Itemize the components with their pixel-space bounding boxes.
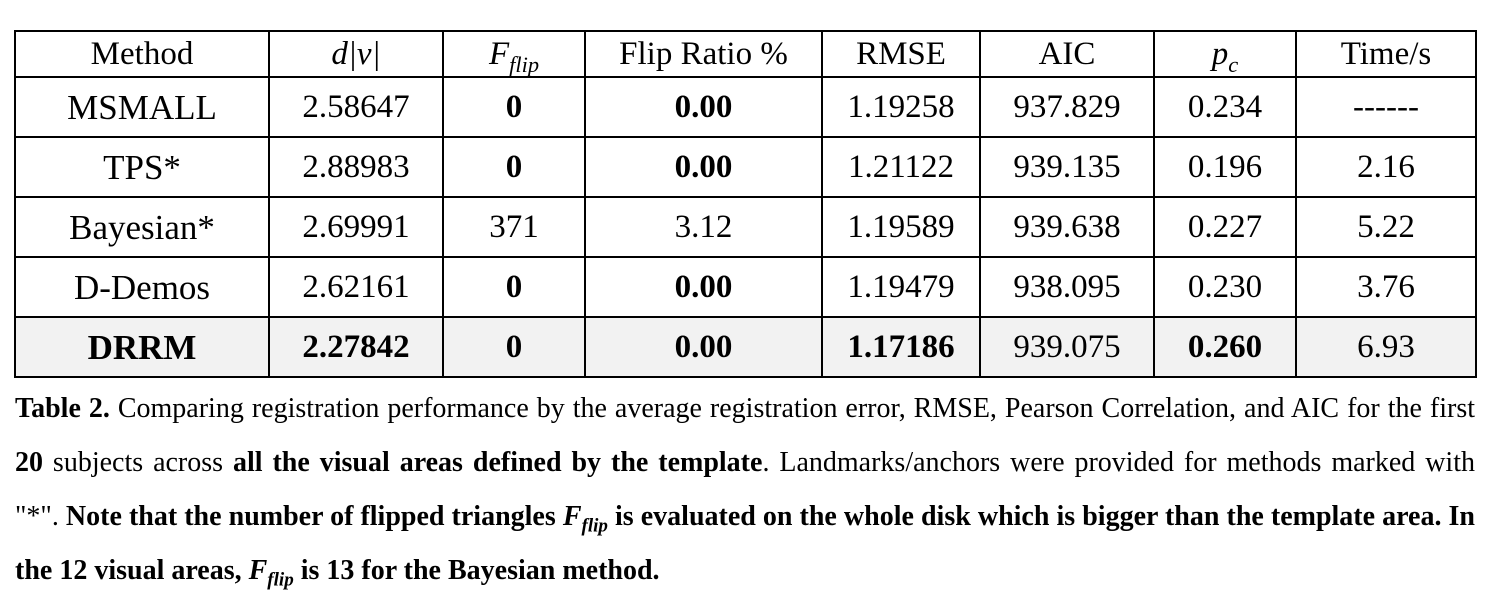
caption-text-2: subjects across	[43, 447, 233, 478]
method-cell: TPS*	[14, 136, 270, 198]
value-cell: 0.260	[1153, 316, 1297, 378]
column-header-3: Flip Ratio %	[584, 30, 823, 78]
value-cell: 2.69991	[268, 196, 444, 258]
column-header-5: AIC	[979, 30, 1155, 78]
table-row: DRRM 2.27842 0 0.00 1.17186 939.075 0.260 6.93	[14, 316, 1477, 378]
header-math-sub: flip	[509, 51, 540, 77]
method-cell: MSMALL	[14, 76, 270, 138]
column-header-4: RMSE	[821, 30, 981, 78]
caption-fflip-1: Fflip	[562, 501, 608, 536]
header-math-base: p	[1211, 35, 1229, 72]
value-cell: 1.21122	[821, 136, 981, 198]
value-cell: 0.00	[584, 316, 823, 378]
value-cell: 1.17186	[821, 316, 981, 378]
header-math-base: F	[488, 35, 510, 72]
value-cell: 0	[442, 76, 586, 138]
value-cell: 2.58647	[268, 76, 444, 138]
value-cell: 0.230	[1153, 256, 1297, 318]
value-cell: 937.829	[979, 76, 1155, 138]
value-cell: 939.638	[979, 196, 1155, 258]
value-cell: 0.196	[1153, 136, 1297, 198]
value-cell: 1.19479	[821, 256, 981, 318]
caption-text-3: . Landmarks/anchors were provided for me…	[15, 447, 1475, 532]
column-header-7: Time/s	[1295, 30, 1477, 78]
value-cell: 0.00	[584, 256, 823, 318]
caption-label: Table 2.	[15, 393, 110, 424]
value-cell: 2.27842	[268, 316, 444, 378]
fflip-1-sub: flip	[581, 515, 608, 537]
value-cell: 0.234	[1153, 76, 1297, 138]
caption-text-1: Comparing registration performance by th…	[109, 393, 1476, 424]
value-cell: 2.62161	[268, 256, 444, 318]
value-cell: 6.93	[1295, 316, 1477, 378]
value-cell: ------	[1295, 76, 1477, 138]
header-label: RMSE	[856, 35, 946, 72]
value-cell: 3.76	[1295, 256, 1477, 318]
method-cell: D-Demos	[14, 256, 270, 318]
caption-bold-4: is evaluated on the whole disk which is …	[15, 501, 1475, 586]
results-table: Method d|v| Fflip Flip Ratio % RMSE AIC pc Time…	[14, 30, 1477, 378]
value-cell: 2.16	[1295, 136, 1477, 198]
table-row: Bayesian* 2.69991 371 3.12 1.19589 939.638 0.2…	[14, 196, 1477, 258]
header-label: AIC	[1038, 35, 1096, 72]
header-label: Flip Ratio %	[619, 35, 788, 72]
column-header-0: Method	[14, 30, 270, 78]
header-row: Method d|v| Fflip Flip Ratio % RMSE AIC pc Time…	[14, 30, 1477, 78]
value-cell: 1.19589	[821, 196, 981, 258]
value-cell: 5.22	[1295, 196, 1477, 258]
header-math-sub: c	[1228, 51, 1239, 77]
method-cell: DRRM	[14, 316, 270, 378]
caption-bold-3: Note that the number of flipped triangle…	[65, 501, 563, 532]
value-cell: 939.135	[979, 136, 1155, 198]
table-row: MSMALL 2.58647 0 0.00 1.19258 937.829 0.234 ---…	[14, 76, 1477, 138]
caption-fflip-2: Fflip	[248, 555, 294, 590]
value-cell: 0	[442, 136, 586, 198]
value-cell: 1.19258	[821, 76, 981, 138]
column-header-6: pc	[1153, 30, 1297, 78]
header-label: d|v|	[331, 35, 381, 72]
column-header-2: Fflip	[442, 30, 586, 78]
fflip-2-base: F	[248, 555, 268, 586]
value-cell: 938.095	[979, 256, 1155, 318]
value-cell: 939.075	[979, 316, 1155, 378]
value-cell: 0	[442, 256, 586, 318]
table-row: D-Demos 2.62161 0 0.00 1.19479 938.095 0.230 3.…	[14, 256, 1477, 318]
table-caption: Table 2. Comparing registration performa…	[15, 382, 1475, 598]
value-cell: 3.12	[584, 196, 823, 258]
caption-bold-5: is 13 for the Bayesian method.	[293, 555, 660, 586]
method-cell: Bayesian*	[14, 196, 270, 258]
table-body: MSMALL 2.58647 0 0.00 1.19258 937.829 0.234 ---…	[14, 76, 1477, 378]
table-row: TPS* 2.88983 0 0.00 1.21122 939.135 0.196 2.16	[14, 136, 1477, 198]
value-cell: 0.227	[1153, 196, 1297, 258]
value-cell: 371	[442, 196, 586, 258]
header-label: Method	[90, 35, 194, 72]
caption-bold-2: all the visual areas defined by the temp…	[232, 447, 763, 478]
value-cell: 2.88983	[268, 136, 444, 198]
value-cell: 0	[442, 316, 586, 378]
header-label: Time/s	[1340, 35, 1432, 72]
value-cell: 0.00	[584, 136, 823, 198]
value-cell: 0.00	[584, 76, 823, 138]
column-header-1: d|v|	[268, 30, 444, 78]
fflip-1-base: F	[562, 501, 582, 532]
caption-bold-1: 20	[15, 447, 43, 478]
fflip-2-sub: flip	[267, 569, 294, 591]
